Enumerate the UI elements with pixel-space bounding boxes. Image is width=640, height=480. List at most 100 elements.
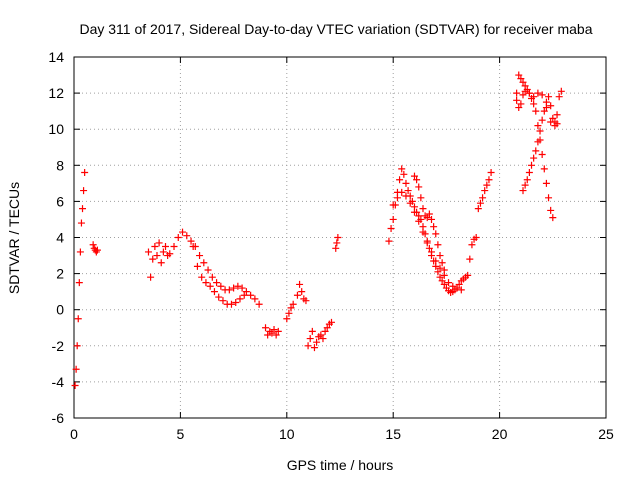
data-point xyxy=(538,91,546,99)
data-point xyxy=(530,154,538,162)
data-point xyxy=(242,288,250,296)
data-point xyxy=(523,176,531,184)
y-tick-label: 4 xyxy=(56,230,64,246)
data-point xyxy=(410,172,418,180)
data-point xyxy=(304,342,312,350)
data-point xyxy=(517,100,525,108)
data-point xyxy=(170,243,178,251)
data-points xyxy=(71,71,565,390)
data-point xyxy=(434,241,442,249)
data-point xyxy=(166,250,174,258)
data-point xyxy=(296,280,304,288)
data-point xyxy=(525,169,533,177)
data-point xyxy=(389,201,397,209)
series-sat-m xyxy=(474,169,495,213)
data-point xyxy=(144,248,152,256)
data-point xyxy=(547,102,555,110)
data-point xyxy=(225,286,233,294)
data-point xyxy=(413,176,421,184)
data-point xyxy=(453,284,461,292)
data-point xyxy=(474,205,482,213)
data-point xyxy=(149,255,157,263)
x-tick-label: 10 xyxy=(279,426,295,442)
series-sat-p xyxy=(519,93,561,195)
data-point xyxy=(445,279,453,287)
data-point xyxy=(398,188,406,196)
data-point xyxy=(217,282,225,290)
data-point xyxy=(423,239,431,247)
data-point xyxy=(272,331,280,339)
data-point xyxy=(532,147,540,155)
data-point xyxy=(476,199,484,207)
y-tick-label: 6 xyxy=(56,193,64,209)
data-point xyxy=(436,252,444,260)
data-point xyxy=(202,279,210,287)
data-point xyxy=(419,205,427,213)
x-axis-label: GPS time / hours xyxy=(287,457,394,473)
data-point xyxy=(293,291,301,299)
data-point xyxy=(268,329,276,337)
data-point xyxy=(415,217,423,225)
data-point xyxy=(93,246,101,254)
data-point xyxy=(515,104,523,112)
data-point xyxy=(198,273,206,281)
data-point xyxy=(310,344,318,352)
series-sat-b xyxy=(89,241,101,256)
data-point xyxy=(449,282,457,290)
series-sat-d xyxy=(166,228,263,308)
data-point xyxy=(553,120,561,128)
data-point xyxy=(513,96,521,104)
data-point xyxy=(481,187,489,195)
data-point xyxy=(204,266,212,274)
data-point xyxy=(81,169,89,177)
y-axis-label: SDTVAR / TECUs xyxy=(6,182,22,294)
data-point xyxy=(196,252,204,260)
data-point xyxy=(396,176,404,184)
data-point xyxy=(334,234,342,241)
data-point xyxy=(538,116,546,124)
data-point xyxy=(553,111,561,119)
data-point xyxy=(438,259,446,267)
x-tick-label: 15 xyxy=(385,426,401,442)
data-point xyxy=(485,176,493,184)
data-point xyxy=(528,161,536,169)
data-point xyxy=(72,365,80,373)
series-sat-e xyxy=(189,243,248,308)
data-point xyxy=(187,237,195,245)
data-point xyxy=(323,324,331,332)
data-point xyxy=(270,326,278,334)
series-sat-h xyxy=(304,318,335,352)
data-point xyxy=(206,282,214,290)
data-point xyxy=(71,382,79,390)
axis-ticks: 0 5 10 15 20 25 -6 -4 -2 0 2 4 6 8 10 12 14 xyxy=(48,49,614,442)
data-point xyxy=(262,324,270,332)
data-point xyxy=(428,215,436,223)
data-point xyxy=(79,205,87,213)
data-point xyxy=(75,279,83,287)
data-point xyxy=(240,291,248,299)
data-point xyxy=(189,243,197,251)
data-point xyxy=(545,194,553,202)
grid-lines xyxy=(74,57,606,418)
data-point xyxy=(298,288,306,296)
data-point xyxy=(285,309,293,317)
data-point xyxy=(428,248,436,256)
data-point xyxy=(515,71,523,79)
data-point xyxy=(404,187,412,195)
data-point xyxy=(432,230,440,238)
y-tick-label: 12 xyxy=(48,85,64,101)
data-point xyxy=(232,298,240,306)
data-point xyxy=(183,232,191,240)
y-tick-label: -2 xyxy=(52,338,65,354)
data-point xyxy=(238,284,246,292)
data-point xyxy=(155,239,163,247)
data-point xyxy=(193,262,201,270)
data-point xyxy=(557,87,565,95)
data-point xyxy=(389,215,397,223)
data-point xyxy=(542,98,550,106)
data-point xyxy=(434,268,442,276)
data-point xyxy=(387,224,395,232)
y-tick-label: 8 xyxy=(56,157,64,173)
series-sat-i xyxy=(332,234,342,252)
series-sat-a xyxy=(71,169,89,390)
